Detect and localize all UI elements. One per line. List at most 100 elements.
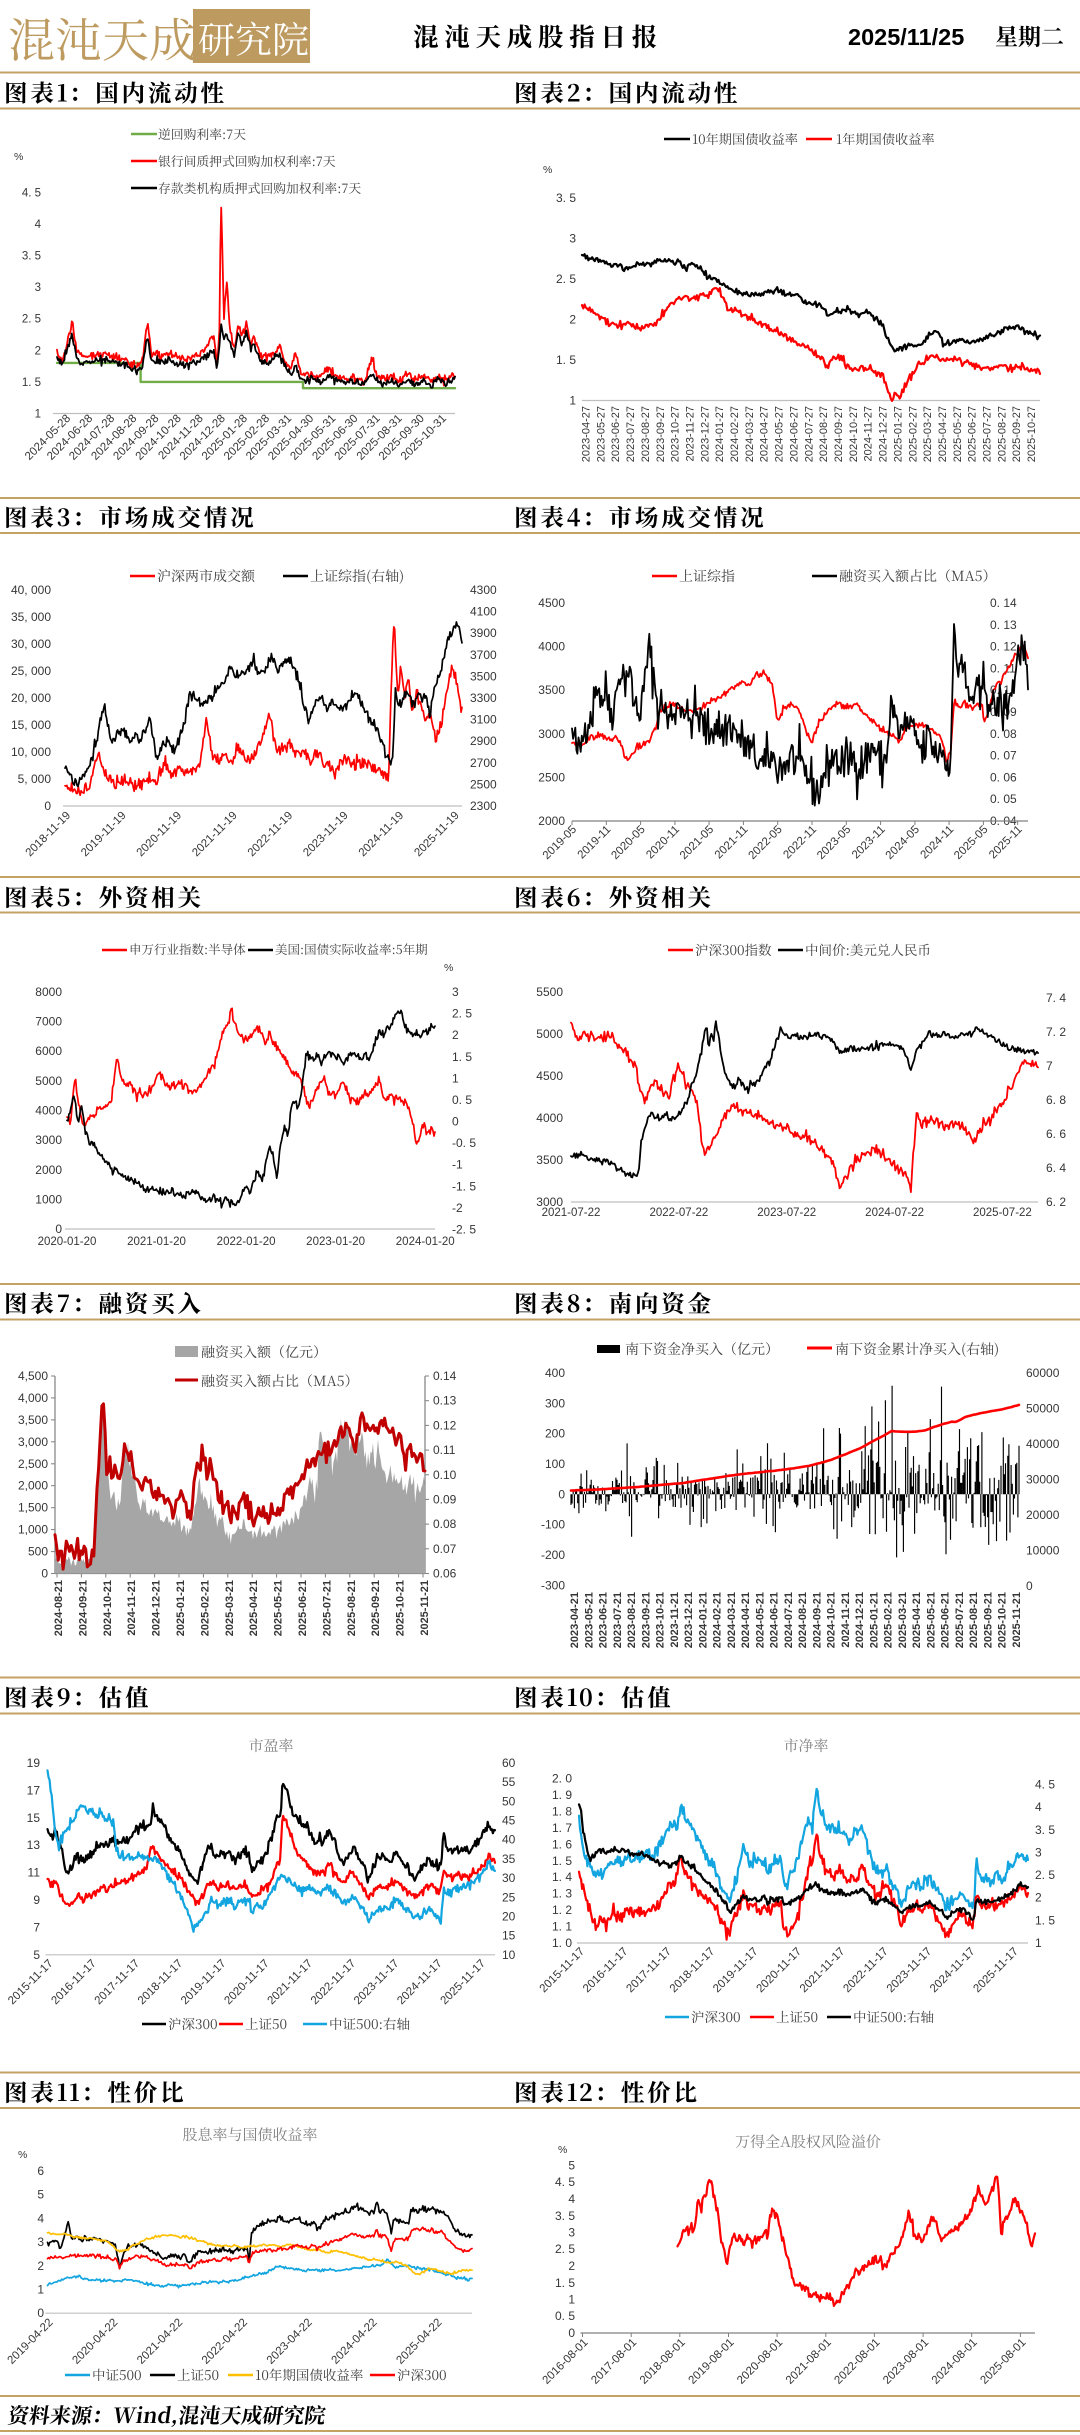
svg-text:2023-12-21: 2023-12-21 <box>683 1592 695 1648</box>
svg-text:2021-08-01: 2021-08-01 <box>784 2337 834 2387</box>
svg-text:2024-12-27: 2024-12-27 <box>878 406 890 462</box>
svg-text:0.14: 0.14 <box>433 1369 457 1383</box>
svg-text:2016-08-01: 2016-08-01 <box>541 2337 591 2387</box>
svg-text:2500: 2500 <box>538 770 565 784</box>
svg-text:60: 60 <box>502 1756 516 1770</box>
svg-text:2025-03-27: 2025-03-27 <box>922 406 934 462</box>
svg-text:2024-12-21: 2024-12-21 <box>151 1580 163 1636</box>
svg-text:2023-08-01: 2023-08-01 <box>881 2337 931 2387</box>
svg-text:5: 5 <box>33 1948 40 1962</box>
svg-text:2023-08-21: 2023-08-21 <box>626 1592 638 1648</box>
svg-text:2023-11-17: 2023-11-17 <box>352 1958 401 2007</box>
svg-text:3000: 3000 <box>536 1195 563 1209</box>
svg-text:-2: -2 <box>452 1201 463 1215</box>
svg-text:0.09: 0.09 <box>433 1492 457 1506</box>
svg-text:35, 000: 35, 000 <box>11 610 51 624</box>
svg-text:17: 17 <box>27 1783 41 1797</box>
svg-text:2023-11-27: 2023-11-27 <box>685 406 697 461</box>
svg-text:0. 5: 0. 5 <box>555 2309 575 2323</box>
svg-text:20000: 20000 <box>1026 1508 1060 1522</box>
svg-text:2. 5: 2. 5 <box>555 2242 575 2256</box>
svg-text:2025/11/25: 2025/11/25 <box>848 24 964 50</box>
svg-text:25: 25 <box>502 1890 516 1904</box>
svg-text:2: 2 <box>37 2259 44 2273</box>
svg-text:2023-06-27: 2023-06-27 <box>610 406 622 462</box>
svg-text:1. 7: 1. 7 <box>552 1821 572 1835</box>
svg-text:3: 3 <box>568 2226 575 2240</box>
svg-text:2020-04-22: 2020-04-22 <box>70 2317 120 2367</box>
svg-text:2. 5: 2. 5 <box>22 314 41 326</box>
svg-text:7: 7 <box>33 1920 40 1934</box>
svg-text:2: 2 <box>569 313 576 327</box>
svg-text:%: % <box>14 151 23 163</box>
svg-text:2024-12-21: 2024-12-21 <box>854 1592 866 1648</box>
svg-text:2025-05-21: 2025-05-21 <box>926 1592 938 1648</box>
svg-text:2024-05-27: 2024-05-27 <box>774 406 786 462</box>
svg-text:3700: 3700 <box>470 648 497 662</box>
svg-text:0.08: 0.08 <box>433 1517 457 1531</box>
svg-text:500: 500 <box>28 1545 48 1559</box>
svg-text:2500: 2500 <box>470 777 497 791</box>
svg-text:2,500: 2,500 <box>18 1457 48 1471</box>
svg-text:2025-03-21: 2025-03-21 <box>897 1592 909 1648</box>
svg-text:2025-02-21: 2025-02-21 <box>199 1580 211 1636</box>
svg-text:2023-09-27: 2023-09-27 <box>655 406 667 462</box>
svg-text:2024-11-17: 2024-11-17 <box>928 1946 977 1995</box>
svg-text:-1. 5: -1. 5 <box>452 1179 476 1193</box>
svg-text:50: 50 <box>502 1794 516 1808</box>
svg-text:2015-11-17: 2015-11-17 <box>6 1958 55 2007</box>
svg-text:40000: 40000 <box>1026 1437 1060 1451</box>
svg-text:1,500: 1,500 <box>18 1501 48 1515</box>
svg-text:1: 1 <box>35 409 41 421</box>
svg-text:2. 5: 2. 5 <box>452 1007 472 1021</box>
svg-text:5, 000: 5, 000 <box>18 772 52 786</box>
svg-text:2025-07-27: 2025-07-27 <box>982 406 994 462</box>
svg-text:2022-01-20: 2022-01-20 <box>217 1236 276 1248</box>
svg-text:0: 0 <box>558 1487 565 1501</box>
svg-text:2024-11-21: 2024-11-21 <box>126 1580 138 1636</box>
svg-text:1. 4: 1. 4 <box>552 1870 572 1884</box>
svg-text:0: 0 <box>44 799 51 813</box>
svg-text:2025-07-22: 2025-07-22 <box>973 1207 1032 1219</box>
svg-text:1. 5: 1. 5 <box>555 2276 575 2290</box>
svg-text:2025-10-21: 2025-10-21 <box>395 1580 407 1636</box>
svg-text:0. 14: 0. 14 <box>990 596 1017 610</box>
svg-text:2025-04-22: 2025-04-22 <box>394 2317 444 2367</box>
svg-text:2020-11-17: 2020-11-17 <box>755 1946 804 1995</box>
svg-text:5000: 5000 <box>35 1074 62 1088</box>
svg-text:2025-08-21: 2025-08-21 <box>968 1592 980 1648</box>
svg-text:2024-07-22: 2024-07-22 <box>865 1207 924 1219</box>
svg-text:2020-11-17: 2020-11-17 <box>222 1958 271 2007</box>
svg-text:-1: -1 <box>452 1158 463 1172</box>
svg-text:2024-06-21: 2024-06-21 <box>769 1592 781 1648</box>
svg-text:2025-06-27: 2025-06-27 <box>967 406 979 462</box>
svg-text:2900: 2900 <box>470 734 497 748</box>
svg-text:2021-11: 2021-11 <box>713 824 751 862</box>
svg-text:2023-10-27: 2023-10-27 <box>670 406 682 462</box>
svg-text:2024-10-27: 2024-10-27 <box>848 406 860 462</box>
svg-text:4000: 4000 <box>538 640 565 654</box>
svg-text:1,000: 1,000 <box>18 1523 48 1537</box>
svg-text:100: 100 <box>545 1457 565 1471</box>
svg-text:2: 2 <box>35 345 41 357</box>
svg-text:1. 2: 1. 2 <box>552 1903 572 1917</box>
svg-text:2023-05-27: 2023-05-27 <box>595 406 607 462</box>
svg-text:%: % <box>543 164 552 176</box>
svg-text:6. 6: 6. 6 <box>1046 1127 1066 1141</box>
svg-text:2. 5: 2. 5 <box>556 272 576 286</box>
svg-text:2019-11-17: 2019-11-17 <box>179 1958 228 2007</box>
svg-text:15: 15 <box>27 1811 41 1825</box>
svg-text:2023-12-27: 2023-12-27 <box>699 406 711 462</box>
svg-text:1. 9: 1. 9 <box>552 1788 572 1802</box>
svg-text:2024-09-21: 2024-09-21 <box>811 1592 823 1648</box>
svg-text:2022-04-22: 2022-04-22 <box>200 2317 250 2367</box>
svg-text:2025-05: 2025-05 <box>952 824 990 862</box>
svg-text:0: 0 <box>568 2326 575 2340</box>
svg-text:5: 5 <box>37 2188 44 2202</box>
svg-text:2000: 2000 <box>538 814 565 828</box>
svg-text:2022-05: 2022-05 <box>746 824 784 862</box>
svg-text:2025-04-21: 2025-04-21 <box>248 1580 260 1636</box>
svg-text:2025-11-19: 2025-11-19 <box>412 810 461 859</box>
svg-text:3500: 3500 <box>470 669 497 683</box>
svg-text:2024-08-01: 2024-08-01 <box>930 2337 980 2387</box>
